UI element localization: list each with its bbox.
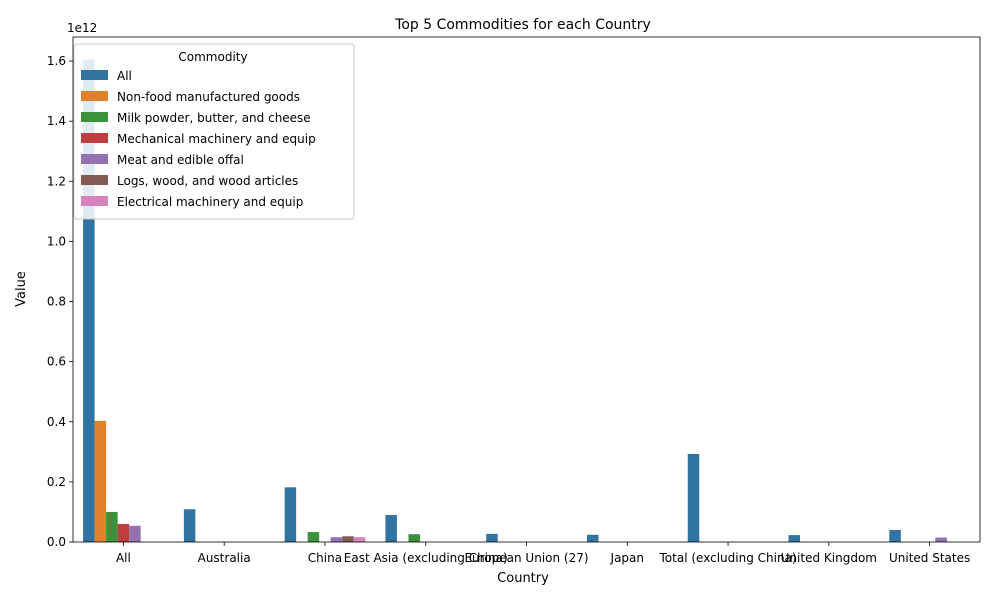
- x-axis-label: Country: [497, 571, 549, 586]
- legend-entry-label: Milk powder, butter, and cheese: [117, 111, 311, 125]
- y-tick-label: 0.0: [47, 535, 66, 549]
- bar: [687, 453, 700, 542]
- bar: [486, 533, 498, 542]
- legend-entry-label: All: [117, 69, 132, 83]
- x-tick-label: Total (excluding China): [659, 551, 797, 565]
- legend-title: Commodity: [178, 50, 247, 64]
- legend-swatch: [81, 154, 108, 164]
- legend-swatch: [81, 70, 108, 80]
- y-axis-offset-label: 1e12: [67, 21, 97, 35]
- x-tick-label: All: [116, 551, 131, 565]
- chart-title: Top 5 Commodities for each Country: [394, 17, 651, 33]
- bar: [788, 535, 801, 542]
- y-tick-label: 0.2: [47, 475, 66, 489]
- axes-layer: 0.0 0.2 0.4 0.6 0.8 1.0 1.2 1.4 1.6 All Australia C…: [47, 36, 981, 565]
- bar: [342, 536, 354, 542]
- bar: [83, 59, 95, 542]
- y-tick-label: 1.4: [47, 114, 66, 128]
- y-tick-label: 0.8: [47, 295, 66, 309]
- bar: [284, 487, 297, 542]
- bar: [586, 534, 599, 542]
- bar: [183, 509, 196, 542]
- bars-layer: [83, 59, 947, 542]
- legend-swatch: [81, 91, 108, 101]
- bar: [935, 537, 947, 542]
- legend: Commodity All Non-food manufactured goods M…: [73, 43, 355, 220]
- legend-entry-label: Non-food manufactured goods: [117, 90, 300, 104]
- x-tick-label: European Union (27): [464, 551, 588, 565]
- legend-entry-label: Meat and edible offal: [117, 153, 244, 167]
- y-tick-label: 0.6: [47, 355, 66, 369]
- bar: [385, 514, 397, 542]
- bar: [353, 537, 366, 542]
- x-tick-label: Japan: [610, 551, 644, 565]
- x-tick-label: Australia: [198, 551, 251, 565]
- bar: [106, 511, 118, 542]
- y-axis-label: Value: [14, 271, 29, 307]
- bar: [94, 420, 107, 542]
- legend-swatch: [81, 133, 108, 143]
- legend-entry-label: Electrical machinery and equip: [117, 195, 303, 209]
- bar: [129, 525, 141, 542]
- x-tick-label: East Asia (excluding China): [344, 551, 508, 565]
- x-tick-label: United Kingdom: [781, 551, 877, 565]
- legend-swatch: [81, 175, 108, 185]
- y-tick-label: 1.2: [47, 174, 66, 188]
- legend-swatch: [81, 196, 108, 206]
- y-tick-label: 1.6: [47, 54, 66, 68]
- bar: [307, 532, 320, 542]
- bar: [889, 529, 901, 542]
- bar: [408, 534, 420, 542]
- y-tick-label: 1.0: [47, 234, 66, 248]
- legend-entry-label: Mechanical machinery and equip: [117, 132, 316, 146]
- x-tick-label: United States: [889, 551, 970, 565]
- bar: [117, 523, 130, 542]
- legend-box: [73, 43, 355, 220]
- y-tick-label: 0.4: [47, 415, 66, 429]
- x-tick-label: China: [308, 551, 342, 565]
- legend-swatch: [81, 112, 108, 122]
- legend-entry-label: Logs, wood, and wood articles: [117, 174, 298, 188]
- bar: [330, 537, 343, 542]
